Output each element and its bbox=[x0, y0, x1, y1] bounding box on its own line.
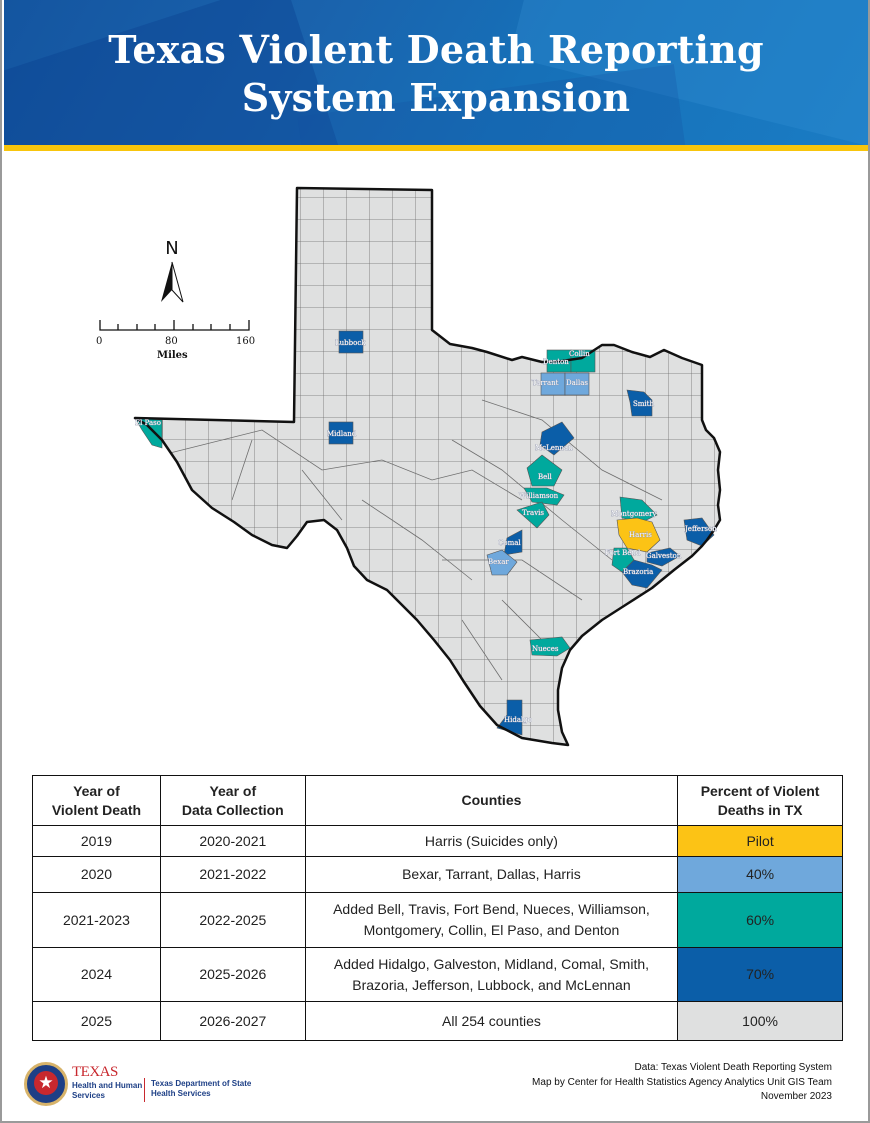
page-title: Texas Violent Death Reporting System Exp… bbox=[4, 26, 868, 122]
table-row: 2025 2026-2027 All 254 counties 100% bbox=[32, 1001, 843, 1041]
texas-seal-icon: ★ bbox=[24, 1062, 68, 1106]
expansion-table: Year of Violent Death Year of Data Collect… bbox=[32, 775, 843, 1041]
north-arrow-icon bbox=[161, 261, 184, 303]
texas-outline bbox=[133, 186, 722, 747]
table-row: 2020 2021-2022 Bexar, Tarrant, Dallas, H… bbox=[32, 856, 843, 893]
header-banner: Texas Violent Death Reporting System Exp… bbox=[4, 0, 868, 145]
title-line-1: Texas Violent Death Reporting bbox=[108, 27, 764, 72]
highlighted-counties bbox=[134, 330, 715, 736]
scale-unit: Miles bbox=[157, 350, 188, 361]
county-smith bbox=[626, 389, 653, 417]
logo-hhs-text: Health and Human Services bbox=[72, 1081, 143, 1100]
logo-dshs-text: Texas Department of State Health Service… bbox=[151, 1079, 252, 1098]
svg-text:Nueces: Nueces bbox=[532, 645, 559, 653]
county-bell bbox=[526, 454, 563, 487]
svg-text:Comal: Comal bbox=[498, 539, 521, 547]
header-percent: Percent of Violent Deaths in TX bbox=[677, 775, 843, 826]
svg-text:Bexar: Bexar bbox=[488, 558, 509, 566]
svg-text:Lubbock: Lubbock bbox=[335, 339, 366, 347]
north-label: N bbox=[165, 238, 179, 259]
svg-text:Smith: Smith bbox=[633, 400, 654, 408]
svg-text:Fort Bend: Fort Bend bbox=[605, 549, 641, 557]
county-midland bbox=[328, 421, 354, 445]
county-montgomery bbox=[619, 496, 658, 523]
cell-year-death: 2019 bbox=[32, 825, 161, 857]
svg-text:Harris: Harris bbox=[629, 531, 652, 539]
svg-text:El Paso: El Paso bbox=[135, 419, 161, 427]
credit-date: November 2023 bbox=[760, 1091, 832, 1102]
cell-counties: Added Hidalgo, Galveston, Midland, Comal… bbox=[304, 947, 679, 1002]
county-lubbock bbox=[338, 330, 364, 354]
cell-counties: Bexar, Tarrant, Dallas, Harris bbox=[304, 856, 679, 893]
county-dallas bbox=[564, 372, 590, 396]
scale-tick-80: 80 bbox=[165, 336, 178, 347]
svg-text:Dallas: Dallas bbox=[566, 379, 588, 387]
north-arrow: N bbox=[157, 238, 187, 308]
accent-bar bbox=[4, 145, 868, 151]
county-galveston bbox=[646, 547, 681, 567]
county-nueces bbox=[529, 636, 571, 657]
scale-bar-icon bbox=[99, 320, 250, 331]
svg-text:Hidalgo: Hidalgo bbox=[504, 716, 532, 724]
svg-text:Travis: Travis bbox=[522, 509, 544, 517]
svg-text:Tarrant: Tarrant bbox=[532, 379, 559, 387]
table-header-row: Year of Violent Death Year of Data Collect… bbox=[32, 775, 843, 826]
texas-county-map: Lubbock Midland Denton Collin Tarrant Da… bbox=[2, 160, 870, 760]
header-year-data-collection: Year of Data Collection bbox=[159, 775, 306, 826]
svg-text:Bell: Bell bbox=[538, 473, 553, 481]
cell-year-collection: 2026-2027 bbox=[159, 1001, 306, 1041]
credit-map: Map by Center for Health Statistics Agen… bbox=[532, 1076, 832, 1088]
scale-bar: 0 80 160 Miles bbox=[94, 316, 264, 366]
cell-year-collection: 2022-2025 bbox=[159, 892, 306, 948]
cell-year-collection: 2025-2026 bbox=[159, 947, 306, 1002]
county-williamson bbox=[523, 487, 565, 506]
hhs-dshs-logo: ★ TEXAS Health and Human Services Texas … bbox=[24, 1062, 264, 1106]
credit-data: Data: Texas Violent Death Reporting Syst… bbox=[634, 1062, 832, 1073]
svg-text:Midland: Midland bbox=[327, 430, 357, 438]
svg-text:Galveston: Galveston bbox=[646, 552, 682, 560]
header-year-violent-death: Year of Violent Death bbox=[32, 775, 161, 826]
cell-year-death: 2021-2023 bbox=[32, 892, 161, 948]
svg-text:Montgomery: Montgomery bbox=[611, 510, 657, 518]
cell-counties: All 254 counties bbox=[304, 1001, 679, 1041]
county-comal bbox=[503, 529, 523, 556]
svg-text:Denton: Denton bbox=[543, 358, 569, 366]
svg-text:Brazoria: Brazoria bbox=[623, 568, 653, 576]
scale-tick-160: 160 bbox=[236, 336, 256, 347]
table-row: 2021-2023 2022-2025 Added Bell, Travis, … bbox=[32, 892, 843, 948]
county-travis bbox=[516, 501, 550, 529]
cell-percent: 100% bbox=[677, 1001, 843, 1041]
county-bexar bbox=[486, 549, 518, 576]
svg-text:Williamson: Williamson bbox=[519, 492, 559, 500]
cell-percent: Pilot bbox=[677, 825, 843, 857]
svg-text:Jefferson: Jefferson bbox=[684, 525, 717, 533]
cell-percent: 70% bbox=[677, 947, 843, 1002]
credits: Data: Texas Violent Death Reporting Syst… bbox=[532, 1061, 832, 1105]
cell-counties: Harris (Suicides only) bbox=[304, 825, 679, 857]
header-counties: Counties bbox=[304, 775, 679, 826]
logo-texas-text: TEXAS bbox=[72, 1064, 118, 1080]
svg-text:McLennan: McLennan bbox=[535, 444, 573, 452]
cell-percent: 60% bbox=[677, 892, 843, 948]
title-line-2: System Expansion bbox=[241, 75, 631, 120]
table-row: 2019 2020-2021 Harris (Suicides only) Pi… bbox=[32, 825, 843, 857]
logo-divider bbox=[144, 1078, 145, 1102]
cell-year-death: 2024 bbox=[32, 947, 161, 1002]
svg-text:Collin: Collin bbox=[569, 350, 590, 358]
cell-year-death: 2025 bbox=[32, 1001, 161, 1041]
county-mclennan bbox=[539, 421, 575, 456]
cell-counties: Added Bell, Travis, Fort Bend, Nueces, W… bbox=[304, 892, 679, 948]
county-brazoria bbox=[621, 559, 663, 589]
table-row: 2024 2025-2026 Added Hidalgo, Galveston,… bbox=[32, 947, 843, 1002]
cell-year-collection: 2021-2022 bbox=[159, 856, 306, 893]
county-harris bbox=[616, 517, 661, 553]
county-collin bbox=[570, 349, 596, 373]
cell-year-death: 2020 bbox=[32, 856, 161, 893]
cell-percent: 40% bbox=[677, 856, 843, 893]
scale-tick-0: 0 bbox=[96, 336, 103, 347]
cell-year-collection: 2020-2021 bbox=[159, 825, 306, 857]
